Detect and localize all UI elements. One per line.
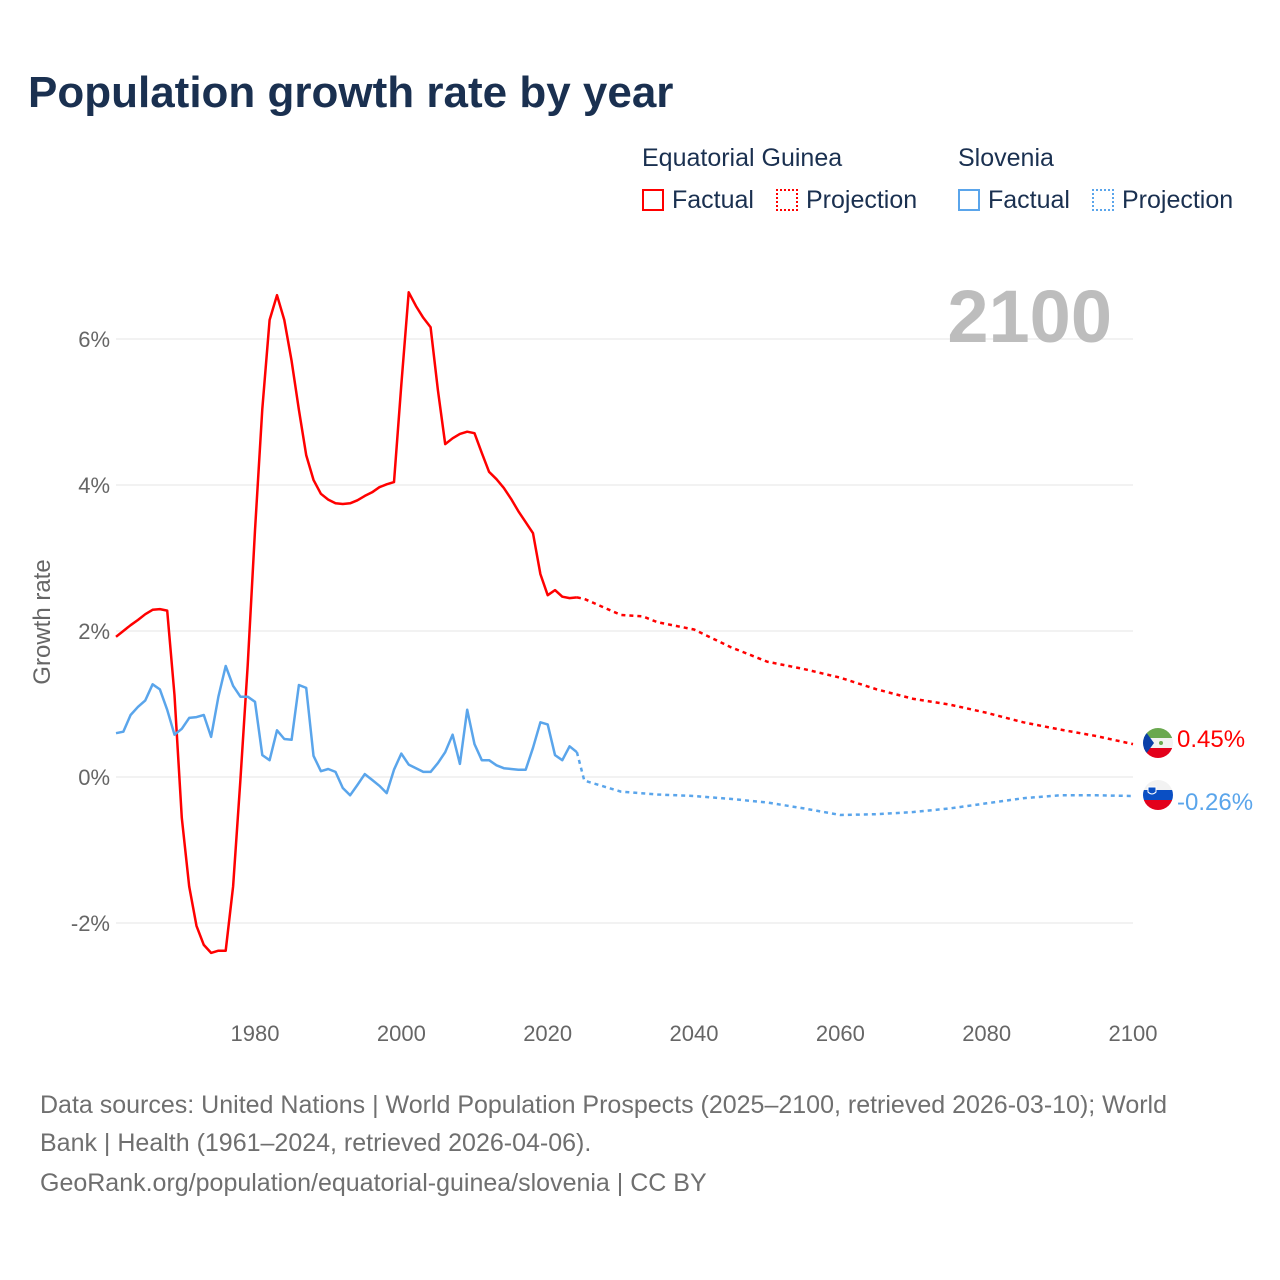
legend-si-projection[interactable]: Projection bbox=[1092, 186, 1233, 215]
footer-sources-1: Data sources: United Nations | World Pop… bbox=[40, 1091, 1168, 1119]
slovenia-flag-icon bbox=[1143, 780, 1173, 810]
legend-label: Factual bbox=[988, 186, 1070, 214]
x-tick-label: 2000 bbox=[377, 1021, 426, 1046]
x-tick-label: 2020 bbox=[523, 1021, 572, 1046]
year-label: 2100 bbox=[947, 275, 1112, 358]
legend-si-factual[interactable]: Factual bbox=[958, 186, 1070, 215]
equatorial-guinea-flag-icon bbox=[1143, 728, 1173, 758]
legend-swatch-solid bbox=[958, 189, 980, 211]
end-value-label: 0.45% bbox=[1177, 726, 1245, 753]
series-line-projection-0 bbox=[576, 596, 1134, 746]
legend-swatch-dotted bbox=[776, 189, 798, 211]
y-tick-label: 6% bbox=[78, 327, 110, 352]
series-line-factual-1 bbox=[115, 664, 578, 797]
x-tick-label: 2080 bbox=[962, 1021, 1011, 1046]
series-line-factual-0 bbox=[115, 291, 578, 955]
y-tick-label: 0% bbox=[78, 765, 110, 790]
x-tick-label: 2060 bbox=[816, 1021, 865, 1046]
x-tick-label: 1980 bbox=[231, 1021, 280, 1046]
y-axis-label: Growth rate bbox=[29, 559, 56, 684]
legend-label: Factual bbox=[672, 186, 754, 214]
legend-group-title: Equatorial Guinea bbox=[642, 144, 843, 172]
end-value-label: -0.26% bbox=[1177, 789, 1253, 816]
footer-link[interactable]: GeoRank.org/population/equatorial-guinea… bbox=[40, 1169, 707, 1197]
chart-title: Population growth rate by year bbox=[28, 68, 674, 117]
y-tick-label: -2% bbox=[71, 911, 110, 936]
legend-eg-factual[interactable]: Factual bbox=[642, 186, 754, 215]
footer-sources-2: Bank | Health (1961–2024, retrieved 2026… bbox=[40, 1129, 592, 1157]
legend-eg-projection[interactable]: Projection bbox=[776, 186, 917, 215]
plot-area: -2%0%2%4%6%1980 2000 2020 2040 2060 2080 2100 … bbox=[29, 275, 1253, 1046]
x-tick-label: 2040 bbox=[670, 1021, 719, 1046]
legend-swatch-dotted bbox=[1092, 189, 1114, 211]
legend-group-title: Slovenia bbox=[958, 144, 1054, 172]
x-tick-label: 2100 bbox=[1109, 1021, 1158, 1046]
series-line-projection-1 bbox=[575, 751, 1134, 817]
legend-label: Projection bbox=[806, 186, 918, 214]
y-tick-label: 4% bbox=[78, 473, 110, 498]
legend-label: Projection bbox=[1122, 186, 1234, 214]
y-tick-label: 2% bbox=[78, 619, 110, 644]
legend-swatch-solid bbox=[642, 189, 664, 211]
